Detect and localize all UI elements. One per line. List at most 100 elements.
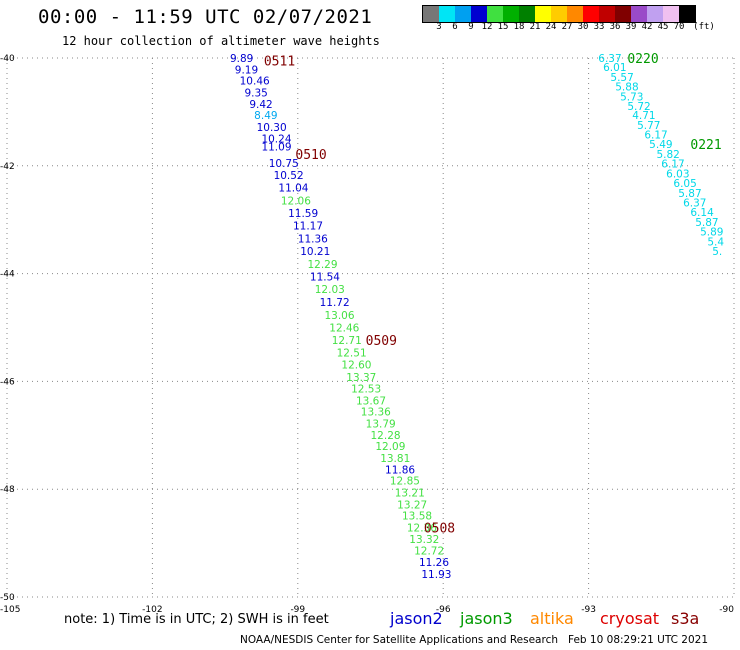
wave-height-value: 12.53 xyxy=(351,383,381,395)
wave-height-value: 12.06 xyxy=(281,195,311,207)
legend-swatch xyxy=(471,6,487,22)
wave-height-value: 10.52 xyxy=(274,170,304,182)
pass-time-label: 0509 xyxy=(366,334,397,349)
legend-swatch xyxy=(631,6,647,22)
wave-height-value: 6.17 xyxy=(644,130,667,142)
pass-time-label: 0221 xyxy=(690,138,721,153)
wave-height-value: 11.36 xyxy=(298,234,328,246)
satellite-name: jason2 xyxy=(390,609,443,628)
wave-height-value: 11.59 xyxy=(288,208,318,220)
wave-height-value: 13.58 xyxy=(402,511,432,523)
wave-height-value: 13.81 xyxy=(380,453,410,465)
lat-tick-label: -50 xyxy=(0,593,15,603)
legend-unit: (ft) xyxy=(693,22,715,32)
wave-height-value: 10.21 xyxy=(300,246,330,258)
wave-height-value: 5.88 xyxy=(615,82,638,94)
wave-height-value: 5.73 xyxy=(620,91,643,103)
lat-tick-label: -46 xyxy=(0,377,15,387)
wave-height-value: 11.17 xyxy=(293,221,323,233)
wave-height-value: 9.19 xyxy=(235,64,258,76)
pass-time-label: 0508 xyxy=(424,521,455,536)
wave-height-value: 6.37 xyxy=(683,197,706,209)
wave-height-value: 11.26 xyxy=(419,557,449,569)
legend-swatch xyxy=(503,6,519,22)
legend-label: 45 xyxy=(657,22,669,32)
lat-tick-label: -40 xyxy=(0,54,15,64)
lon-tick-label: -90 xyxy=(719,605,734,615)
satellite-name: s3a xyxy=(671,609,700,628)
wave-height-value: 12.46 xyxy=(329,323,359,335)
lon-tick-label: -102 xyxy=(142,605,162,615)
wave-height-value: 8.49 xyxy=(254,110,277,122)
legend-swatch xyxy=(663,6,679,22)
lon-tick-label: -99 xyxy=(290,605,305,615)
lat-tick-label: -48 xyxy=(0,485,15,495)
legend-swatch xyxy=(679,6,695,22)
legend-label: 27 xyxy=(561,22,573,32)
color-legend xyxy=(422,5,696,23)
wave-height-value: 12.36 xyxy=(407,522,437,534)
wave-height-value: 6.14 xyxy=(690,207,714,219)
legend-swatch xyxy=(455,6,471,22)
wave-height-value: 11.09 xyxy=(261,141,291,153)
wave-height-value: 13.32 xyxy=(409,534,439,546)
wave-height-value: 9.42 xyxy=(249,99,272,111)
wave-height-value: 12.09 xyxy=(375,441,405,453)
legend-swatch xyxy=(423,6,439,22)
wave-height-value: 5.82 xyxy=(656,149,679,161)
legend-label: 6 xyxy=(452,22,458,32)
legend-swatch xyxy=(439,6,455,22)
wave-height-value: 13.06 xyxy=(324,310,354,322)
wave-height-value: 10.46 xyxy=(240,76,270,88)
wave-height-value: 11.54 xyxy=(310,271,340,283)
wave-height-value: 13.37 xyxy=(346,372,376,384)
legend-label: 9 xyxy=(468,22,474,32)
wave-height-value: 6.03 xyxy=(666,168,689,180)
wave-height-value: 5.57 xyxy=(610,72,633,84)
legend-swatch xyxy=(535,6,551,22)
wave-height-value: 11.86 xyxy=(385,464,415,476)
legend-swatch xyxy=(583,6,599,22)
wave-height-value: 13.79 xyxy=(366,418,396,430)
legend-label: 15 xyxy=(497,22,509,32)
legend-swatch xyxy=(599,6,615,22)
wave-height-value: 12.85 xyxy=(390,476,420,488)
wave-height-value: 11.04 xyxy=(278,182,308,194)
lat-tick-label: -44 xyxy=(0,270,15,280)
wave-height-value: 12.71 xyxy=(332,335,362,347)
wave-height-value: 13.21 xyxy=(395,487,425,499)
wave-height-value: 12.28 xyxy=(371,430,401,442)
axis-ticks: -40 -42 -44 -46 -48 -50 -105 -102 -99 -96 -93 -90 xyxy=(0,54,734,615)
satellite-name: altika xyxy=(530,609,574,628)
wave-height-values: 9.899.1910.469.359.428.4910.3010.2411.09… xyxy=(230,53,724,581)
wave-height-value: 11.93 xyxy=(421,569,451,581)
wave-height-value: 10.75 xyxy=(269,158,299,170)
legend-label: 33 xyxy=(593,22,605,32)
wave-height-value: 9.89 xyxy=(230,53,253,65)
legend-swatch xyxy=(647,6,663,22)
wave-height-value: 5.87 xyxy=(678,188,701,200)
legend-label: 42 xyxy=(641,22,653,32)
lat-lon-grid xyxy=(6,57,735,598)
satellite-name: cryosat xyxy=(600,609,660,628)
legend-swatch xyxy=(519,6,535,22)
wave-height-value: 5.49 xyxy=(649,139,672,151)
legend-swatch xyxy=(551,6,567,22)
wave-height-value: 6.17 xyxy=(661,159,684,171)
wave-height-value: 6.01 xyxy=(603,62,626,74)
lon-tick-label: -93 xyxy=(581,605,596,615)
wave-height-value: 12.51 xyxy=(337,347,367,359)
wave-height-value: 5.4 xyxy=(707,236,724,248)
credit-footer: NOAA/NESDIS Center for Satellite Applica… xyxy=(240,634,709,646)
legend-label: 36 xyxy=(609,22,621,32)
wave-height-value: 11.72 xyxy=(320,297,350,309)
pass-time-labels: 0511 0510 0509 0508 0220 0221 xyxy=(264,52,722,536)
pass-time-label: 0220 xyxy=(627,52,658,67)
pass-time-label: 0511 xyxy=(264,55,295,70)
wave-height-value: 13.67 xyxy=(356,395,386,407)
lon-tick-label: -96 xyxy=(436,605,451,615)
lon-tick-label: -105 xyxy=(0,605,20,615)
wave-height-value: 12.29 xyxy=(307,259,337,271)
wave-height-value: 4.71 xyxy=(632,110,655,122)
